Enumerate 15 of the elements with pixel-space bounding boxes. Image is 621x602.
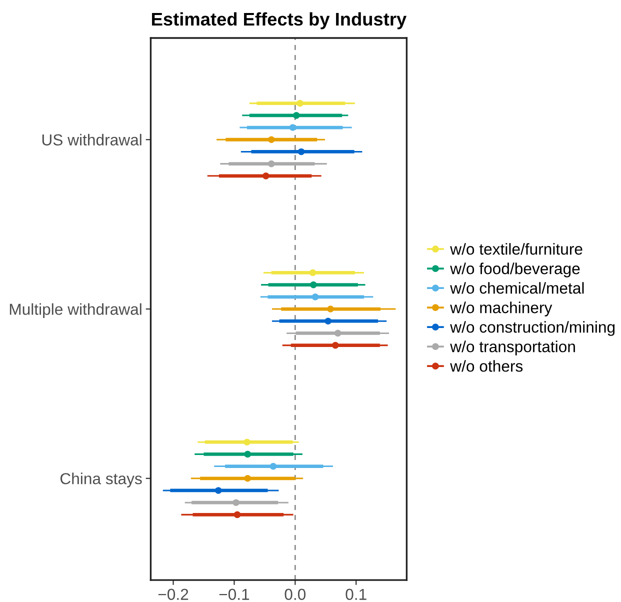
legend-label: w/o others: [450, 360, 523, 372]
x-tick-label: −0.2: [158, 588, 188, 600]
legend-label: w/o machinery: [450, 302, 552, 316]
y-tick-label: China stays: [60, 472, 142, 488]
x-tick-label: −0.1: [219, 588, 250, 600]
legend-label: w/o food/beverage: [450, 262, 580, 278]
x-tick-label: 0.1: [346, 588, 366, 600]
legend-label: w/o chemical/metal: [450, 282, 584, 294]
y-tick-label: Multiple withdrawal: [10, 303, 142, 318]
legend-label: w/o textile/furniture: [450, 243, 582, 255]
chart-title: Estimated Effects by Industry: [152, 12, 407, 30]
legend-label: w/o construction/mining: [450, 321, 615, 336]
y-tick-label: US withdrawal: [42, 134, 142, 146]
legend-label: w/o transportation: [450, 340, 575, 356]
x-tick-label: 0.0: [284, 588, 306, 600]
